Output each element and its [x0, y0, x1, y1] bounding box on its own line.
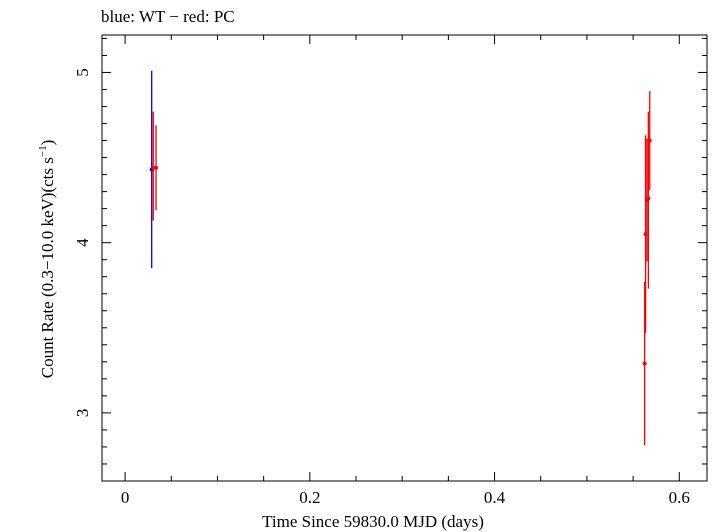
data-point: [151, 165, 156, 170]
data-point: [646, 196, 651, 201]
y-axis-label-main: Count Rate (0.3−10.0 keV)(cts s: [38, 157, 57, 378]
data-point: [647, 138, 652, 143]
x-tick-label: 0.2: [299, 488, 320, 507]
y-tick-label: 3: [73, 409, 92, 418]
plot-frame: [101, 34, 708, 482]
x-axis-ticks: 0 0.2 0.4 0.6: [121, 35, 690, 507]
y-axis-label: Count Rate (0.3−10.0 keV)(cts s−1): [37, 140, 57, 379]
y-axis-label-superscript: −1: [37, 145, 49, 157]
y-axis-ticks: 3 4 5: [73, 37, 707, 465]
x-tick-label: 0: [121, 488, 130, 507]
y-tick-label: 5: [73, 68, 92, 77]
chart-title: blue: WT − red: PC: [101, 7, 235, 26]
y-axis-label-close: ): [38, 140, 57, 146]
data-marks: [149, 70, 652, 446]
y-tick-label: 4: [73, 238, 92, 247]
x-tick-label: 0.6: [669, 488, 690, 507]
x-tick-label: 0.4: [484, 488, 506, 507]
x-axis-label: Time Since 59830.0 MJD (days): [262, 512, 484, 531]
data-point: [154, 165, 159, 170]
data-point: [642, 361, 647, 366]
